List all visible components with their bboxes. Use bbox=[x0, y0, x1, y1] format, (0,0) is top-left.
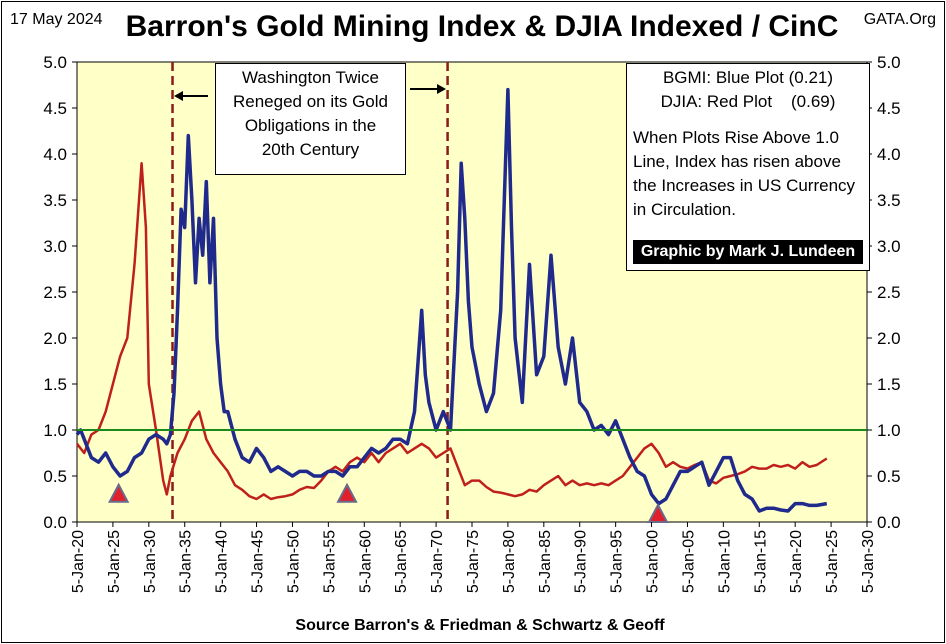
footer-source: Source Barron's & Friedman & Schwartz & … bbox=[295, 617, 665, 634]
y-tick-label-left: 5.0 bbox=[43, 53, 67, 72]
y-tick-label-right: 4.5 bbox=[877, 99, 901, 118]
x-tick-label: 5-Jan-30 bbox=[860, 530, 877, 593]
y-tick-label-left: 4.0 bbox=[43, 145, 67, 164]
y-tick-label-left: 1.0 bbox=[43, 421, 67, 440]
washington-note-box: Washington Twice Reneged on its Gold Obl… bbox=[215, 63, 406, 175]
y-axis-right: 0.0 0.5 1.0 1.5 2.0 2.5 3.0 3.5 4.0 4.5 5.0 bbox=[867, 53, 901, 532]
arrow-left-icon bbox=[174, 91, 208, 101]
credit-badge: Graphic by Mark J. Lundeen bbox=[633, 240, 863, 264]
washington-line-4: 20th Century bbox=[261, 140, 360, 159]
y-tick-label-right: 1.5 bbox=[877, 375, 901, 394]
x-tick-label: 5-Jan-40 bbox=[214, 530, 231, 593]
arrow-right-icon bbox=[410, 84, 446, 94]
x-axis: 5-Jan-20 5-Jan-25 5-Jan-30 5-Jan-35 5-Jan-40… bbox=[70, 522, 877, 593]
y-tick-label-right: 0.5 bbox=[877, 467, 901, 486]
triangle-marker bbox=[336, 482, 358, 503]
x-tick-label: 5-Jan-05 bbox=[680, 530, 697, 593]
x-tick-label: 5-Jan-25 bbox=[824, 530, 841, 593]
y-tick-label-left: 2.5 bbox=[43, 283, 67, 302]
y-tick-label-right: 5.0 bbox=[877, 53, 901, 72]
x-tick-label: 5-Jan-25 bbox=[106, 530, 123, 593]
y-tick-label-left: 2.0 bbox=[43, 329, 67, 348]
markers bbox=[107, 482, 669, 523]
y-tick-label-right: 4.0 bbox=[877, 145, 901, 164]
legend-note-box: BGMI: Blue Plot (0.21) DJIA: Red Plot (0… bbox=[626, 63, 870, 271]
x-tick-label: 5-Jan-20 bbox=[70, 530, 87, 593]
washington-line-2: Reneged on its Gold bbox=[233, 92, 388, 111]
y-tick-label-right: 3.0 bbox=[877, 237, 901, 256]
note-line-4: in Circulation. bbox=[633, 200, 736, 219]
triangle-marker bbox=[107, 482, 130, 503]
source-tag: GATA.Org bbox=[864, 11, 936, 28]
y-tick-label-right: 0.0 bbox=[877, 513, 901, 532]
x-tick-label: 5-Jan-50 bbox=[285, 530, 302, 593]
note-line-1: When Plots Rise Above 1.0 bbox=[633, 128, 840, 147]
x-tick-label: 5-Jan-75 bbox=[465, 530, 482, 593]
y-tick-label-left: 4.5 bbox=[43, 99, 67, 118]
note-line-2: Line, Index has risen above bbox=[633, 152, 841, 171]
y-tick-label-left: 0.5 bbox=[43, 467, 67, 486]
y-tick-label-left: 1.5 bbox=[43, 375, 67, 394]
y-tick-label-left: 0.0 bbox=[43, 513, 67, 532]
x-tick-label: 5-Jan-85 bbox=[537, 530, 554, 593]
x-tick-label: 5-Jan-10 bbox=[716, 530, 733, 593]
x-tick-label: 5-Jan-30 bbox=[142, 530, 159, 593]
y-tick-label-right: 3.5 bbox=[877, 191, 901, 210]
series-line-bgmi bbox=[75, 87, 828, 513]
y-axis-left: 0.0 0.5 1.0 1.5 2.0 2.5 3.0 3.5 4.0 4.5 5.0 bbox=[43, 53, 77, 532]
legend-djia: DJIA: Red Plot (0.69) bbox=[660, 92, 836, 111]
legend-bgmi: BGMI: Blue Plot (0.21) bbox=[662, 68, 834, 87]
date-label: 17 May 2024 bbox=[10, 11, 103, 28]
triangle-marker bbox=[647, 502, 669, 523]
washington-line-1: Washington Twice bbox=[241, 68, 379, 87]
x-tick-label: 5-Jan-60 bbox=[357, 530, 374, 593]
chart-title: Barron's Gold Mining Index & DJIA Indexe… bbox=[126, 10, 839, 43]
x-tick-label: 5-Jan-15 bbox=[752, 530, 769, 593]
washington-line-3: Obligations in the bbox=[244, 116, 377, 135]
x-tick-label: 5-Jan-00 bbox=[645, 530, 662, 593]
vertical-lines bbox=[171, 62, 449, 522]
y-tick-label-right: 2.0 bbox=[877, 329, 901, 348]
x-tick-label: 5-Jan-80 bbox=[501, 530, 518, 593]
y-tick-label-right: 1.0 bbox=[877, 421, 901, 440]
y-tick-label-left: 3.0 bbox=[43, 237, 67, 256]
x-tick-label: 5-Jan-45 bbox=[250, 530, 267, 593]
x-tick-label: 5-Jan-20 bbox=[788, 530, 805, 593]
note-line-3: the Increases in US Currency bbox=[633, 176, 856, 195]
x-tick-label: 5-Jan-90 bbox=[573, 530, 590, 593]
x-tick-label: 5-Jan-70 bbox=[429, 530, 446, 593]
series-layer bbox=[75, 87, 828, 513]
x-tick-label: 5-Jan-35 bbox=[178, 530, 195, 593]
y-tick-label-left: 3.5 bbox=[43, 191, 67, 210]
x-tick-label: 5-Jan-55 bbox=[321, 530, 338, 593]
x-tick-label: 5-Jan-65 bbox=[393, 530, 410, 593]
y-tick-label-right: 2.5 bbox=[877, 283, 901, 302]
x-tick-label: 5-Jan-95 bbox=[609, 530, 626, 593]
